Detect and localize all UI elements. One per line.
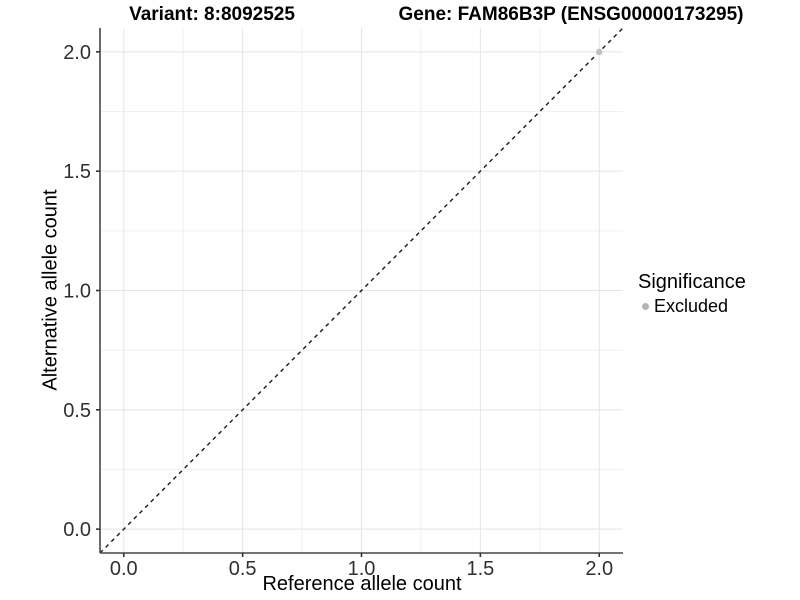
data-point-excluded	[596, 48, 603, 56]
y-tick-label: 0.0	[63, 519, 91, 541]
y-tick-label: 2.0	[63, 42, 91, 64]
identity-dashed-line	[99, 27, 624, 554]
y-tick-label: 1.5	[63, 161, 91, 183]
legend-item-label: Excluded	[654, 296, 729, 316]
x-tick-label: 1.0	[348, 558, 376, 580]
x-tick-label: 0.0	[110, 558, 138, 580]
legend-point-icon	[642, 302, 649, 310]
x-axis-title: Reference allele count	[262, 573, 462, 595]
y-tick-label: 0.5	[63, 400, 91, 422]
x-tick-label: 0.5	[229, 558, 257, 580]
y-tick-label: 1.0	[63, 281, 91, 303]
y-axis-title: Alternative allele count	[39, 189, 62, 391]
legend-title: Significance	[638, 271, 746, 293]
plot-title-gene: Gene: FAM86B3P (ENSG00000173295)	[398, 4, 744, 25]
plot-title-variant: Variant: 8:8092525	[129, 4, 295, 25]
x-tick-label: 2.0	[585, 558, 613, 580]
x-tick-label: 1.5	[466, 558, 494, 580]
legend-item-excluded: Excluded	[638, 296, 746, 316]
legend: Significance Excluded	[638, 271, 746, 316]
